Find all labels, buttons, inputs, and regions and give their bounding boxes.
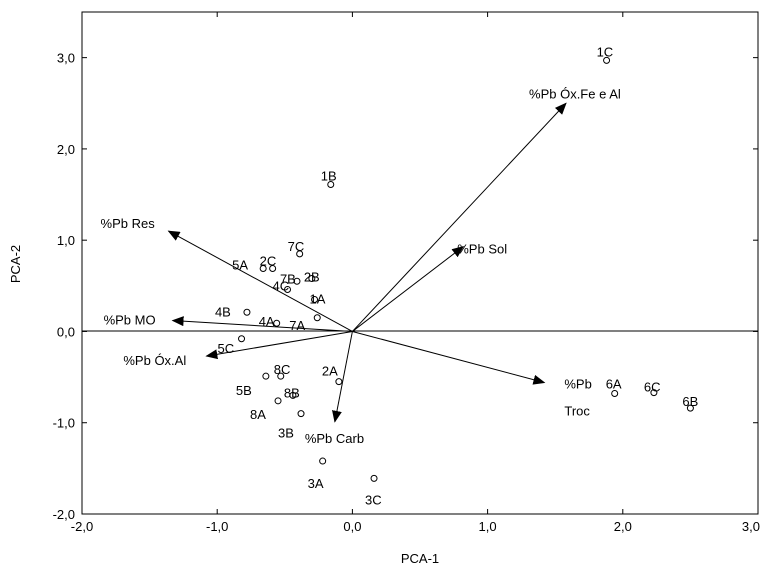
data-point bbox=[284, 285, 292, 293]
point-label: 4B bbox=[215, 304, 231, 319]
y-tick-label: -1,0 bbox=[53, 416, 75, 431]
point-label: 4C bbox=[273, 278, 290, 293]
x-tick-label: -1,0 bbox=[206, 519, 228, 534]
data-point bbox=[289, 391, 297, 399]
point-label: 8C bbox=[274, 362, 291, 377]
point-label: 1B bbox=[321, 169, 337, 184]
y-tick-label: 2,0 bbox=[57, 142, 75, 157]
data-point bbox=[262, 372, 270, 380]
x-tick-label: 2,0 bbox=[614, 519, 632, 534]
point-label: 7B bbox=[280, 271, 296, 286]
vector-label: %Pb Óx.Fe e Al bbox=[529, 86, 621, 101]
point-label: 6B bbox=[682, 394, 698, 409]
loading-vector bbox=[352, 102, 567, 332]
point-label: 5A bbox=[232, 257, 248, 272]
data-point bbox=[238, 335, 246, 343]
point-label: 8B bbox=[284, 385, 300, 400]
point-label: 5C bbox=[218, 341, 235, 356]
y-tick-label: 1,0 bbox=[57, 233, 75, 248]
point-label: 4A bbox=[259, 314, 275, 329]
data-point bbox=[319, 457, 327, 465]
data-point bbox=[269, 264, 277, 272]
data-point bbox=[335, 378, 343, 386]
point-label: 7A bbox=[289, 318, 305, 333]
point-label: 2A bbox=[322, 364, 338, 379]
y-tick-label: 0,0 bbox=[57, 324, 75, 339]
data-point bbox=[297, 410, 305, 418]
y-axis-title: PCA-2 bbox=[8, 245, 23, 283]
point-label: 6A bbox=[606, 377, 622, 392]
loading-vector bbox=[167, 230, 353, 332]
data-point bbox=[296, 250, 304, 258]
data-point bbox=[650, 389, 658, 397]
data-point bbox=[273, 319, 281, 327]
point-label: 7C bbox=[288, 239, 305, 254]
data-point bbox=[243, 308, 251, 316]
point-label: 3C bbox=[365, 492, 382, 507]
y-tick-label: -2,0 bbox=[53, 507, 75, 522]
data-point bbox=[370, 474, 378, 482]
point-label: 5B bbox=[236, 383, 252, 398]
loading-vector bbox=[332, 331, 353, 423]
point-label: 6C bbox=[644, 380, 661, 395]
vector-label: %Pb Óx.Al bbox=[123, 353, 186, 368]
data-point bbox=[611, 390, 619, 398]
loading-vector bbox=[352, 245, 465, 332]
x-axis-title: PCA-1 bbox=[401, 551, 439, 566]
point-label: 1A bbox=[310, 292, 326, 307]
x-tick-label: 1,0 bbox=[479, 519, 497, 534]
vector-label: %Pb Sol bbox=[457, 242, 507, 257]
point-label: 2C bbox=[260, 253, 277, 268]
point-label: 3A bbox=[308, 476, 324, 491]
vector-label: %Pb MO bbox=[104, 313, 156, 328]
x-tick-label: 3,0 bbox=[742, 519, 760, 534]
loading-vector bbox=[352, 330, 546, 385]
point-label: 2B bbox=[304, 270, 320, 285]
data-point bbox=[308, 275, 316, 283]
vector-label: %Pb Res bbox=[101, 216, 156, 231]
x-tick-label: -2,0 bbox=[71, 519, 93, 534]
point-label: 1C bbox=[597, 44, 614, 59]
loading-vector bbox=[205, 330, 353, 360]
data-point bbox=[313, 314, 321, 322]
point-label: 8A bbox=[250, 407, 266, 422]
vector-label: %Pb Carb bbox=[305, 431, 364, 446]
vector-label: Troc bbox=[564, 404, 590, 419]
point-label: 3B bbox=[278, 426, 294, 441]
x-tick-label: 0,0 bbox=[343, 519, 361, 534]
data-point bbox=[327, 181, 335, 189]
data-point bbox=[603, 56, 611, 64]
data-point bbox=[277, 372, 285, 380]
loading-vector bbox=[171, 316, 353, 332]
data-point bbox=[311, 296, 319, 304]
data-point bbox=[274, 397, 282, 405]
vector-label: %Pb bbox=[564, 377, 591, 392]
data-point bbox=[686, 404, 694, 412]
data-point bbox=[259, 264, 267, 272]
y-tick-label: 3,0 bbox=[57, 51, 75, 66]
data-point bbox=[293, 277, 301, 285]
plot-frame bbox=[81, 11, 759, 515]
